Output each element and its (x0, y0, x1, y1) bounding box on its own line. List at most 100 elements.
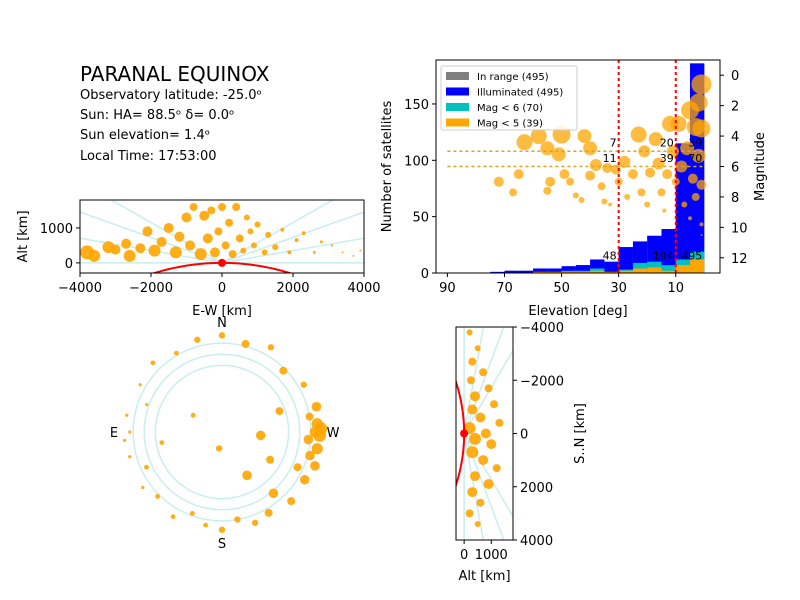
satellite-point (156, 236, 167, 247)
y2-tick-label: 10 (731, 221, 748, 236)
satellite-point (123, 249, 136, 262)
satellite-point (232, 202, 241, 211)
east-label: E (110, 426, 118, 441)
south-label: S (218, 537, 226, 552)
satellite-sky-point (141, 485, 145, 490)
sun-ha-text: Sun: HA= 88.5ᵒ δ= 0.0ᵒ (80, 108, 235, 123)
satellite-magnitude-point (692, 119, 711, 138)
satellite-point (301, 231, 306, 236)
y-tick-label: 100 (404, 154, 429, 169)
elevation-guide-line (463, 433, 485, 540)
y-axis-label: Number of satellites (380, 100, 395, 232)
satellite-sky-point (125, 413, 129, 417)
satellite-magnitude-point (543, 186, 552, 195)
satellite-point (484, 384, 493, 393)
satellite-point (221, 241, 230, 250)
x-axis-label: E-W [km] (192, 304, 252, 319)
x-tick-label: 4000 (347, 281, 380, 296)
satellite-point (272, 244, 279, 251)
satellite-sky-point (311, 443, 323, 455)
earth-surface-curve (456, 378, 466, 489)
satellite-magnitude-point (652, 157, 665, 170)
satellite-sky-point (264, 508, 273, 517)
satellite-point (359, 249, 362, 252)
satellite-magnitude-point (681, 201, 688, 208)
satellite-magnitude-point (618, 155, 631, 168)
y2-tick-label: 4 (731, 130, 739, 145)
satellite-magnitude-point (666, 145, 679, 158)
satellite-magnitude-point (585, 170, 596, 181)
satellite-sky-point (128, 455, 132, 459)
satellite-point (110, 244, 121, 255)
elevation-guide-circle (143, 353, 301, 511)
satellite-sky-point (266, 455, 275, 464)
satellite-point (470, 471, 480, 482)
satellite-sky-point (234, 516, 241, 523)
satellite-sky-point (150, 360, 156, 366)
histogram-bar-illuminated (675, 143, 691, 273)
satellite-magnitude-point (696, 179, 707, 190)
satellite-point (225, 218, 234, 227)
x-axis-label: Elevation [deg] (528, 304, 627, 319)
satellite-point (483, 479, 494, 490)
x-tick-label: 1000 (475, 548, 508, 563)
satellite-sky-point (300, 381, 307, 388)
legend-label: In range (495) (477, 72, 549, 83)
x-tick-label: −2000 (129, 281, 173, 296)
satellite-point (169, 246, 182, 259)
satellite-sky-point (305, 412, 314, 421)
satellite-sky-point (267, 344, 275, 351)
north-label: N (217, 316, 227, 331)
y2-tick-label: 6 (731, 161, 739, 176)
satellite-point (486, 439, 497, 450)
satellite-magnitude-point (637, 188, 646, 197)
satellite-point (218, 202, 226, 211)
satellite-sky-point (170, 514, 176, 520)
satellite-point (209, 247, 220, 258)
y-tick-label: 2000 (520, 481, 553, 496)
figure-title: PARANAL EQUINOX (80, 62, 270, 86)
satellite-magnitude-point (662, 208, 667, 213)
satellite-point (148, 244, 161, 257)
latitude-text: Observatory latitude: -25.0ᵒ (80, 88, 262, 103)
y2-tick-label: 0 (731, 69, 739, 84)
satellite-point (199, 210, 210, 221)
west-label: W (327, 426, 340, 441)
elevation-guide-line (109, 200, 223, 264)
histogram-plot-area (447, 60, 712, 273)
y2-axis-label: Magnitude (753, 132, 768, 201)
histogram-bar-illuminated (490, 271, 505, 273)
satellite-point (181, 212, 192, 223)
satellite-point (121, 238, 132, 249)
satellite-magnitude-point (691, 74, 712, 95)
satellite-magnitude-point (493, 176, 504, 187)
histogram-bar-mag5 (575, 271, 591, 273)
satellite-sky-point (194, 336, 201, 343)
legend-label: Illuminated (495) (477, 88, 563, 99)
satellite-point (135, 243, 146, 254)
satellite-point (261, 249, 268, 256)
satellite-sky-point (255, 430, 266, 441)
satellite-magnitude-point (602, 163, 613, 174)
histogram-bar-mag6 (632, 262, 648, 273)
satellite-sky-point (122, 438, 127, 443)
satellite-sky-point (299, 474, 310, 485)
satellite-sky-point (138, 383, 142, 387)
satellite-sky-point (145, 403, 149, 407)
y-tick-label: 150 (404, 98, 429, 113)
count-annotation: 495 (681, 249, 702, 262)
x-tick-label: 0 (460, 548, 468, 563)
satellite-sky-point (251, 519, 259, 527)
y-tick-label: 0 (421, 267, 429, 282)
satellite-point (294, 238, 299, 243)
satellite-point (475, 412, 486, 423)
satellite-point (189, 202, 198, 211)
count-annotation: 39 (660, 152, 674, 165)
histogram-bar-mag5 (533, 271, 548, 273)
legend-swatch-mag5 (446, 118, 469, 127)
satellite-point (312, 250, 316, 254)
satellite-point (185, 240, 196, 251)
satellite-magnitude-point (624, 193, 631, 200)
satellite-sky-point (144, 464, 149, 470)
